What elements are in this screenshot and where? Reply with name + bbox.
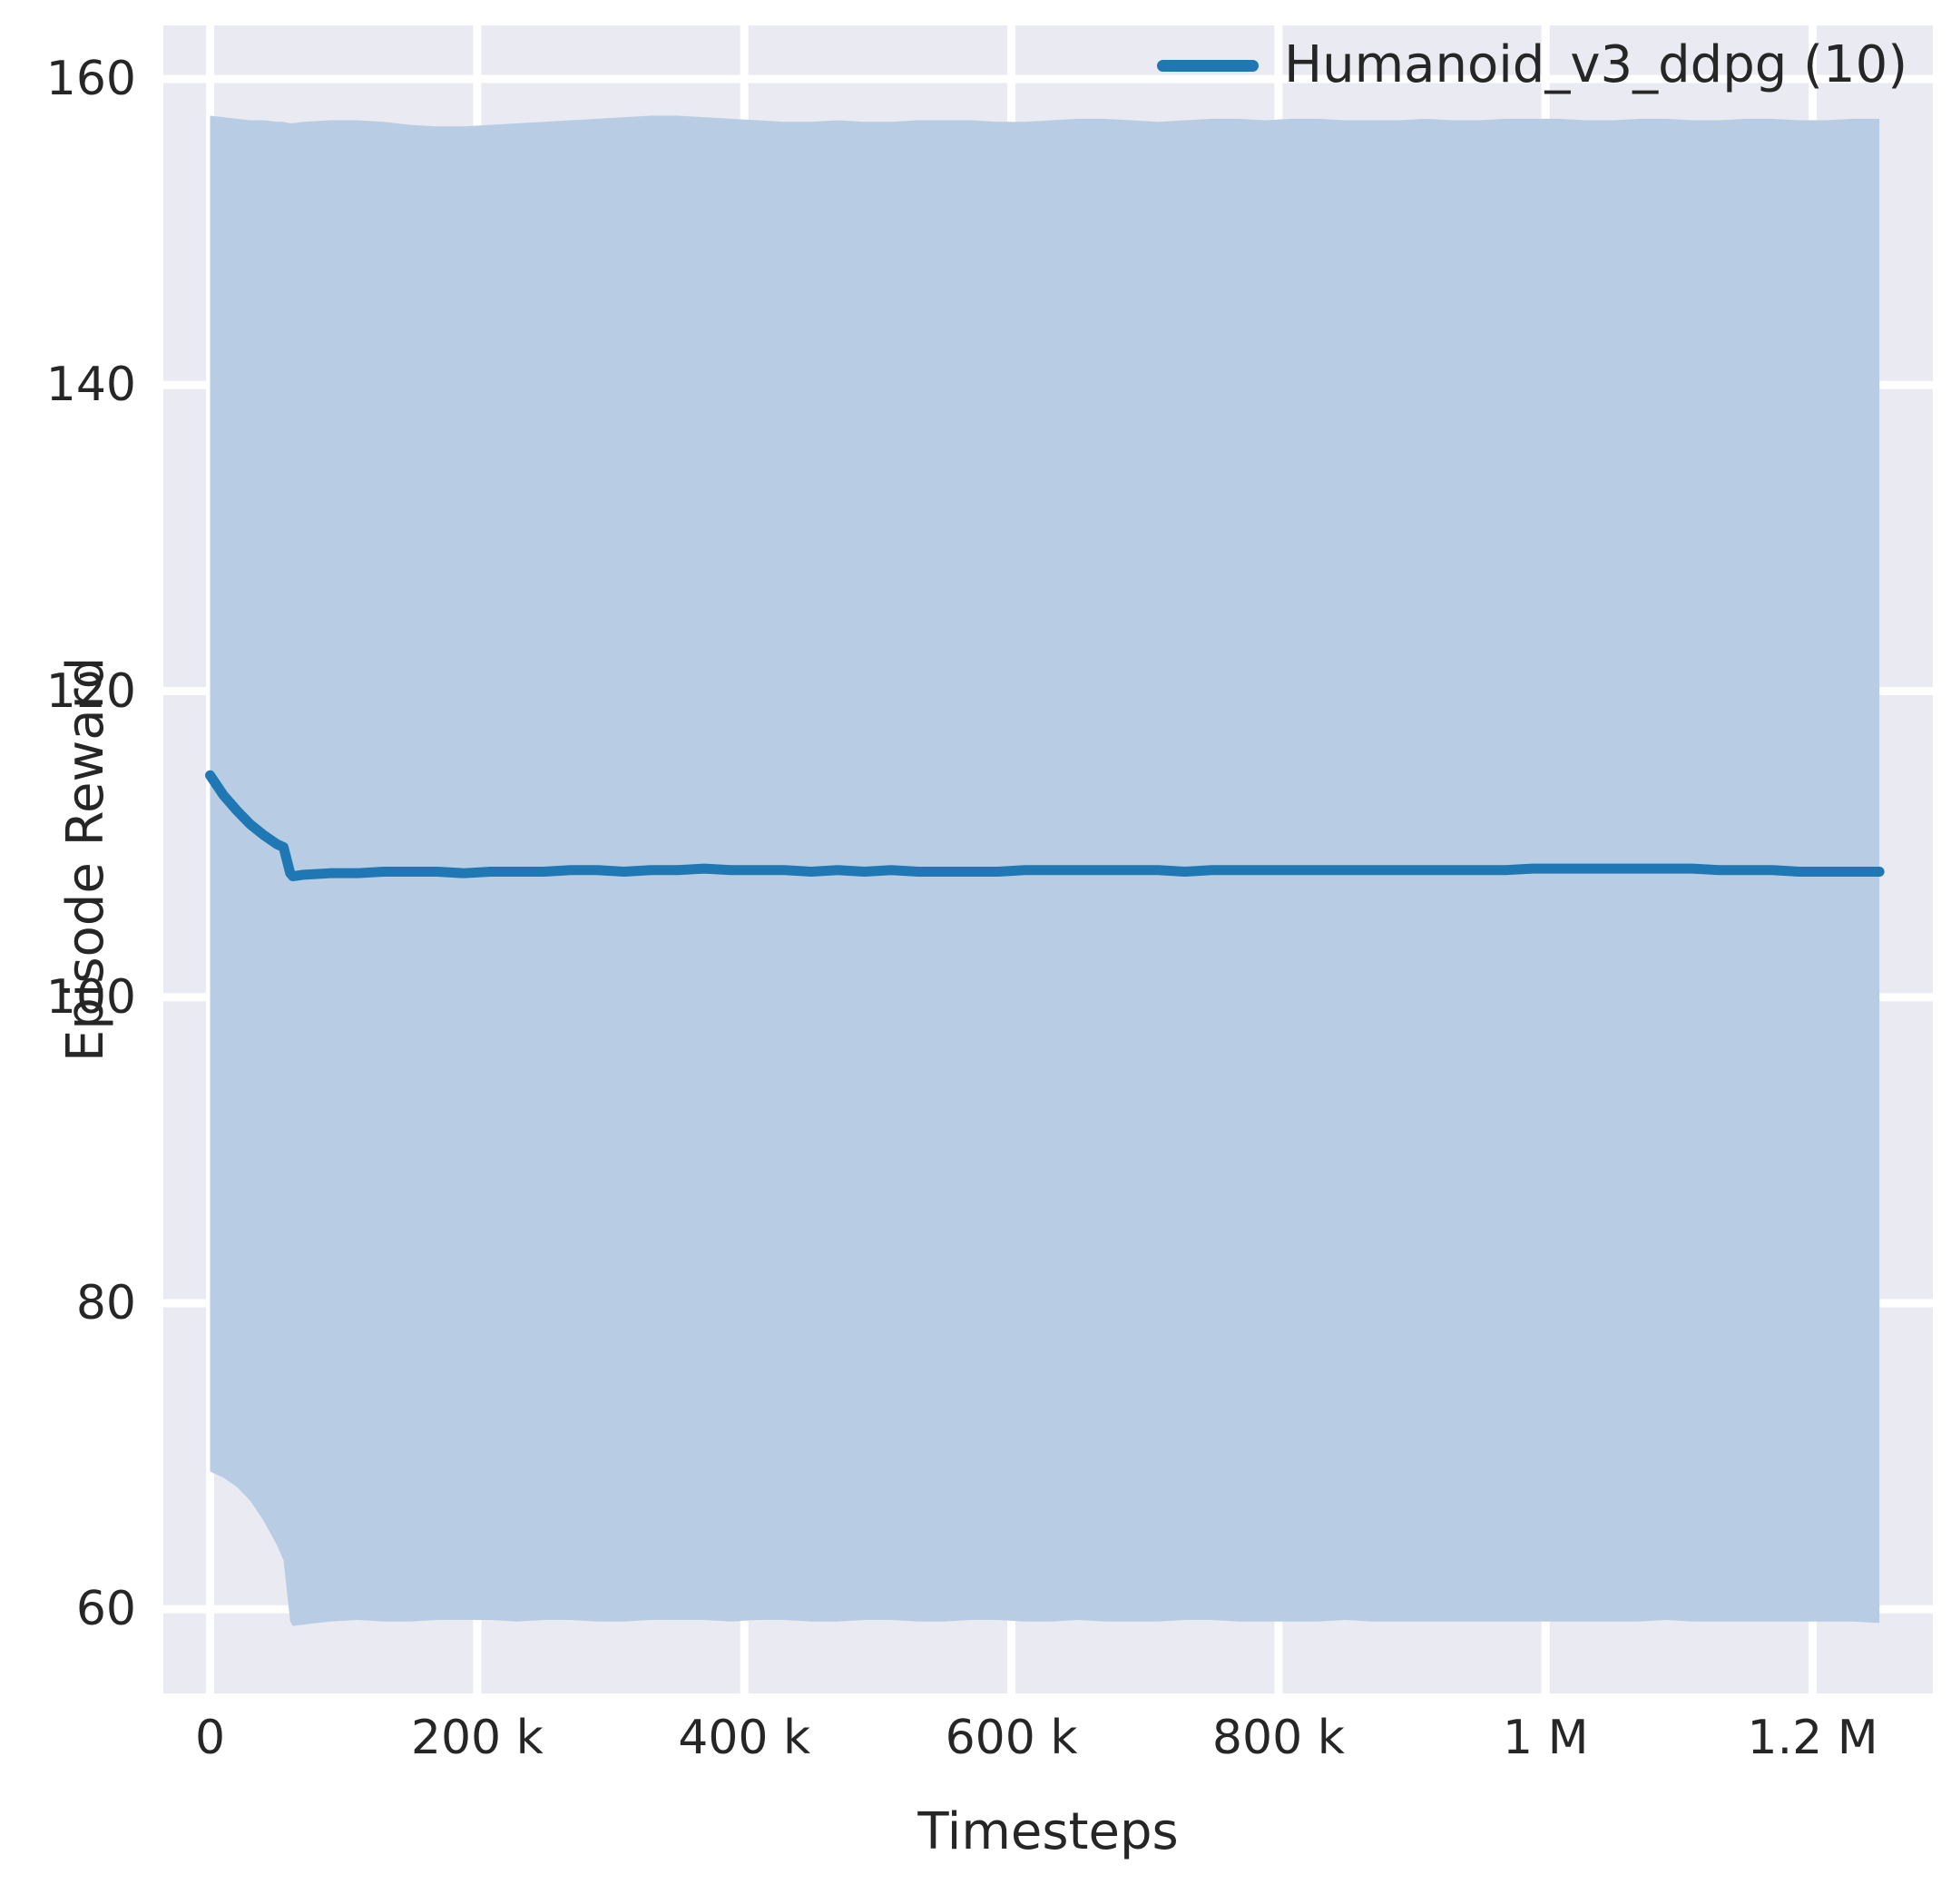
x-axis-tick-label: 600 k: [945, 1711, 1078, 1765]
x-axis-tick-label: 200 k: [410, 1711, 544, 1765]
x-axis-tick-label: 800 k: [1211, 1711, 1345, 1765]
x-axis-title: Timesteps: [917, 1802, 1179, 1861]
legend-entry-label: Humanoid_v3_ddpg (10): [1284, 35, 1908, 94]
y-axis-tick-label: 120: [45, 663, 136, 719]
y-axis-tick-label: 60: [75, 1582, 136, 1637]
mean-line: [205, 770, 1885, 882]
chart-legend[interactable]: Humanoid_v3_ddpg (10): [1157, 38, 1907, 93]
plot-svg: [163, 25, 1933, 1693]
legend-color-swatch: [1157, 59, 1259, 72]
y-axis-tick-label: 80: [75, 1276, 136, 1330]
x-axis-tick-label: 1.2 M: [1747, 1711, 1878, 1765]
y-axis-tick-label: 140: [45, 358, 136, 413]
y-axis-title: Episode Reward: [56, 656, 115, 1063]
x-axis-tick-label: 0: [194, 1711, 226, 1765]
x-axis-tick-label: 1 M: [1502, 1711, 1589, 1765]
y-axis-tick-label: 100: [45, 969, 136, 1025]
plot-area: [163, 25, 1933, 1693]
y-axis-tick-label: 160: [45, 52, 136, 107]
x-axis-tick-label: 400 k: [678, 1711, 811, 1765]
